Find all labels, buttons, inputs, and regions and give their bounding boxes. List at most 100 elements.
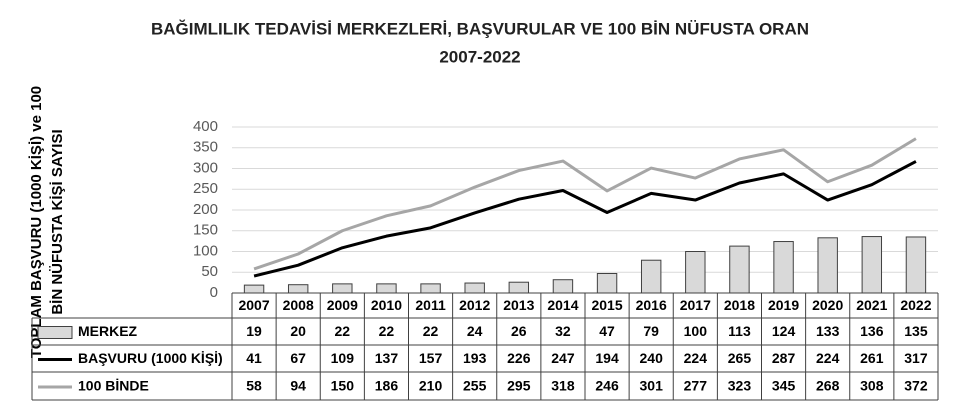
legend-key (37, 326, 73, 339)
table-value: 157 (419, 350, 443, 366)
x-tick-label: 2019 (768, 297, 799, 313)
table-value: 193 (463, 350, 487, 366)
table-value: 265 (728, 350, 752, 366)
bar (332, 283, 353, 294)
table-value: 372 (904, 378, 928, 394)
table-value: 247 (551, 350, 575, 366)
x-tick-label: 2014 (547, 297, 578, 313)
bar (508, 281, 530, 294)
table-value: 301 (640, 378, 664, 394)
table-value: 240 (640, 350, 664, 366)
table-value: 287 (772, 350, 796, 366)
x-tick-label: 2013 (503, 297, 534, 313)
y-tick-label: 0 (210, 284, 218, 301)
table-value: 67 (290, 350, 306, 366)
x-tick-label: 2021 (856, 297, 887, 313)
bar (243, 284, 265, 294)
x-tick-label: 2016 (636, 297, 667, 313)
table-value: 100 (684, 323, 708, 339)
table-value: 345 (772, 378, 796, 394)
table-value: 186 (375, 378, 399, 394)
table-value: 137 (375, 350, 399, 366)
table-value: 277 (684, 378, 708, 394)
table-value: 22 (423, 323, 439, 339)
table-value: 295 (507, 378, 531, 394)
x-tick-label: 2011 (415, 297, 446, 313)
table-value: 323 (728, 378, 752, 394)
x-tick-label: 2017 (680, 297, 711, 313)
table-value: 136 (860, 323, 884, 339)
table-value: 246 (595, 378, 619, 394)
table-value: 24 (467, 323, 483, 339)
table-value: 94 (290, 378, 306, 394)
y-tick-label: 150 (193, 222, 218, 239)
y-tick-label: 350 (193, 139, 218, 156)
table-value: 26 (511, 323, 527, 339)
chart-title: BAĞIMLILIK TEDAVİSİ MERKEZLERİ, BAŞVURUL… (151, 19, 809, 38)
bar (596, 272, 618, 294)
table-value: 224 (816, 350, 840, 366)
x-tick-label: 2022 (900, 297, 931, 313)
table-value: 19 (246, 323, 262, 339)
table-value: 113 (728, 323, 751, 339)
y-axis-label: TOPLAM BAŞVURU (1000 KİŞİ) ve 100 (28, 86, 45, 358)
y-tick-label: 200 (193, 201, 218, 218)
bar (552, 279, 574, 294)
bar (817, 237, 838, 294)
y-tick-label: 100 (193, 242, 218, 259)
bar (861, 236, 883, 294)
table-value: 308 (860, 378, 884, 394)
table-value: 124 (772, 323, 796, 339)
table-value: 20 (290, 323, 306, 339)
legend-label: BAŞVURU (1000 KİŞİ) (78, 350, 223, 366)
bar (376, 283, 397, 294)
table-value: 224 (684, 350, 708, 366)
x-tick-label: 2008 (283, 297, 314, 313)
bar (640, 259, 662, 294)
y-tick-label: 400 (193, 118, 218, 135)
bar (287, 284, 309, 294)
x-tick-label: 2010 (371, 297, 402, 313)
legend-label: MERKEZ (78, 323, 138, 339)
x-tick-label: 2009 (327, 297, 358, 313)
table-value: 210 (419, 378, 443, 394)
line (253, 137, 917, 271)
table-value: 255 (463, 378, 487, 394)
bar (729, 245, 750, 294)
table-value: 22 (379, 323, 395, 339)
y-tick-label: 250 (193, 180, 218, 197)
legend-label: 100 BİNDE (78, 378, 149, 394)
x-tick-label: 2020 (812, 297, 843, 313)
table-value: 32 (555, 323, 571, 339)
table-value: 150 (331, 378, 355, 394)
table-value: 194 (595, 350, 619, 366)
bar (420, 283, 441, 294)
chart-subtitle: 2007-2022 (439, 47, 520, 66)
table-value: 41 (246, 350, 262, 366)
x-tick-label: 2015 (591, 297, 622, 313)
x-tick-label: 2018 (724, 297, 755, 313)
table-value: 79 (643, 323, 659, 339)
table-value: 109 (331, 350, 355, 366)
table-value: 58 (246, 378, 262, 394)
x-tick-label: 2007 (238, 297, 269, 313)
bar (685, 251, 706, 294)
table-value: 22 (335, 323, 351, 339)
table-value: 47 (599, 323, 615, 339)
table-value: 318 (551, 378, 575, 394)
table-value: 133 (816, 323, 840, 339)
y-tick-label: 300 (193, 159, 218, 176)
bar (464, 282, 485, 294)
table-value: 317 (904, 350, 928, 366)
y-axis-label: BİN NÜFUSTA KİŞİ SAYISI (49, 129, 66, 314)
table-value: 268 (816, 378, 840, 394)
bar (773, 241, 794, 294)
table-value: 135 (904, 323, 928, 339)
y-tick-label: 50 (201, 263, 218, 280)
table-value: 261 (860, 350, 884, 366)
table-value: 226 (507, 350, 531, 366)
x-tick-label: 2012 (459, 297, 490, 313)
bar (905, 236, 927, 294)
line (253, 160, 917, 278)
